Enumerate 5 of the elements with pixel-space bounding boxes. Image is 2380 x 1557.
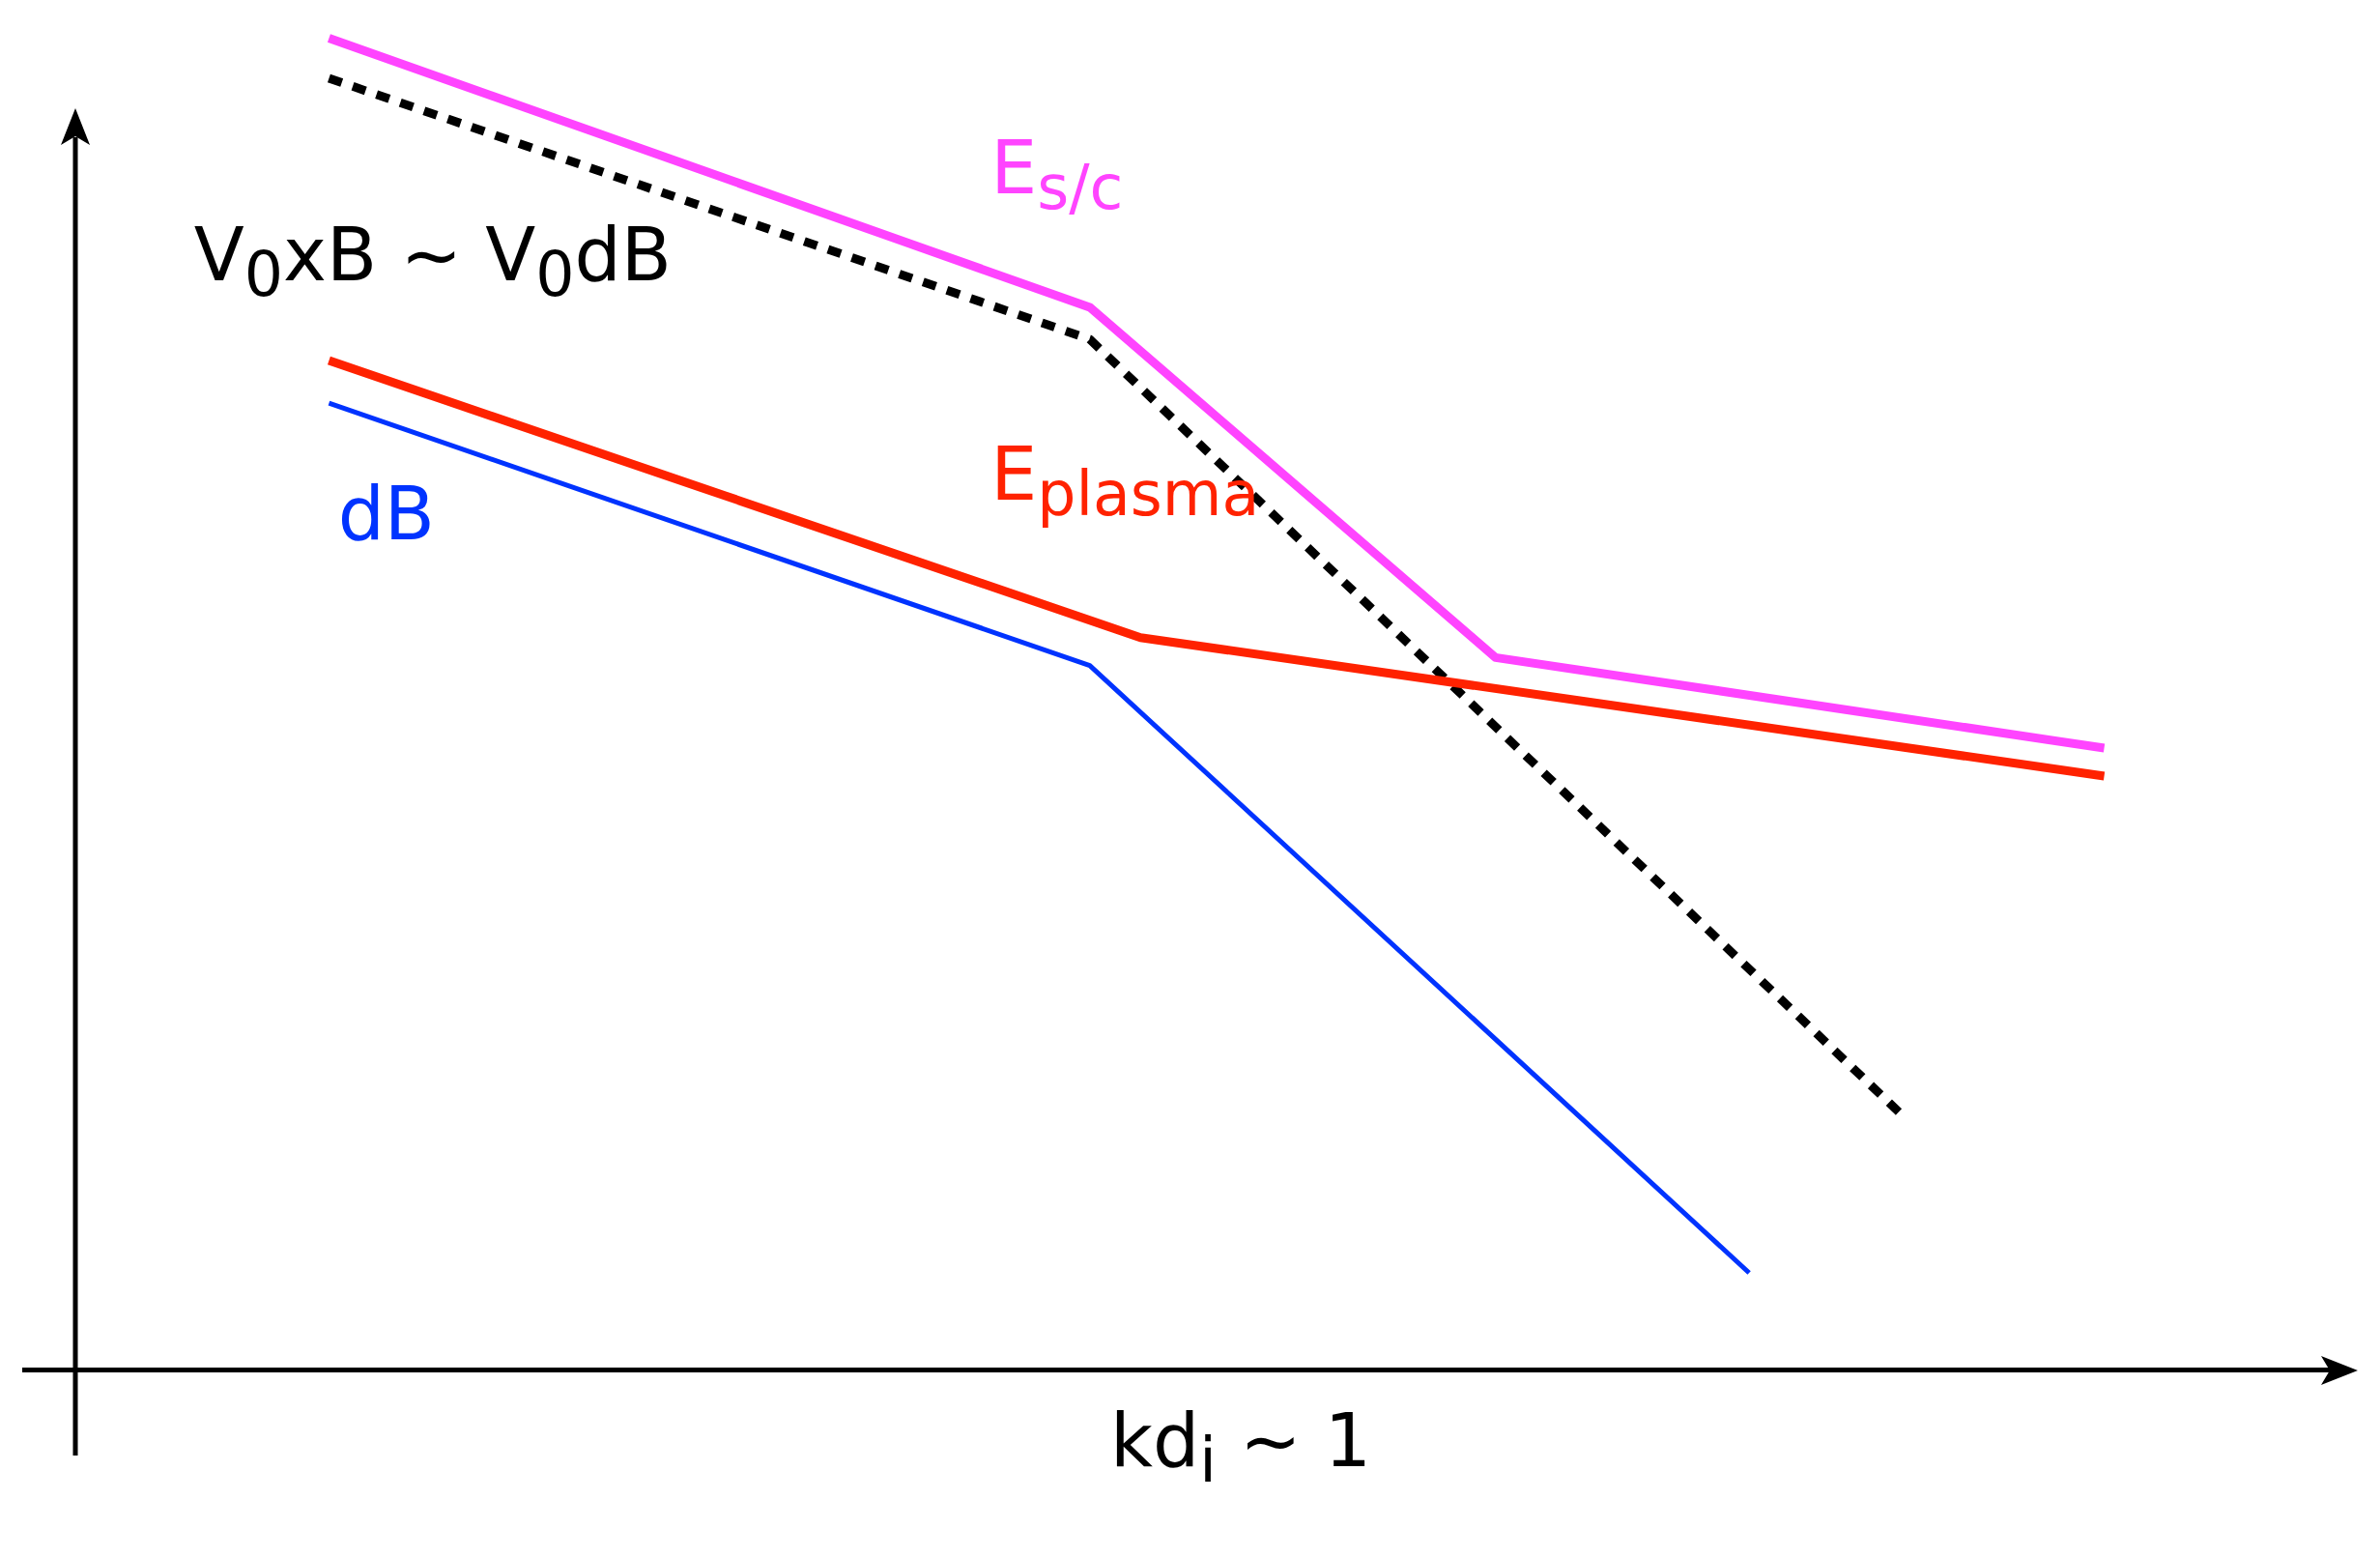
series-label: E$_{plasma}$: [990, 430, 1260, 531]
series-label: V$_{0}$xB ~ V$_{0}$dB: [193, 211, 672, 310]
x-axis-title: kd$_{i}$ ~ 1: [1110, 1397, 1372, 1496]
series-label: dB: [337, 471, 436, 558]
series-label: E$_{s/c}$: [990, 125, 1124, 224]
